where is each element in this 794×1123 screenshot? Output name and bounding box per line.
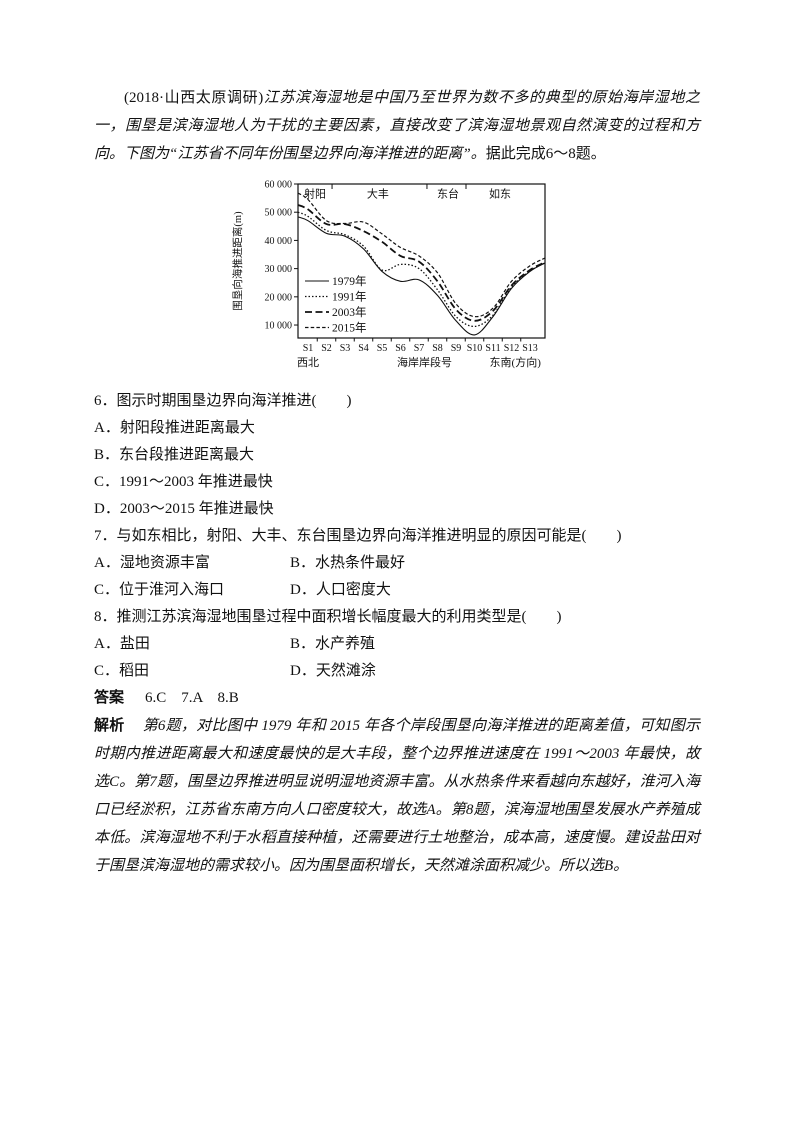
analysis-text: 第6题，对比图中 1979 年和 2015 年各个岸段围垦向海洋推进的距离差值，… <box>94 718 700 874</box>
series-2015年 <box>297 192 546 318</box>
answer-text: 6.C 7.A 8.B <box>145 690 239 706</box>
question-7-options: A．湿地资源丰富 B．水热条件最好 C．位于淮河入海口 D．人口密度大 <box>94 550 700 604</box>
question-6: 6．图示时期围垦边界向海洋推进( ) A．射阳段推进距离最大 B．东台段推进距离… <box>94 388 700 523</box>
intro-stimulus: 江苏滨海湿地是中国乃至世界为数不多的典型的原始海岸湿地之一，围垦是滨海湿地人为干… <box>94 90 700 162</box>
question-7-stem: 7．与如东相比，射阳、大丰、东台围垦边界向海洋推进明显的原因可能是( ) <box>94 528 622 544</box>
x-tick-label: S4 <box>358 343 369 354</box>
x-tick-label: S12 <box>504 343 520 354</box>
x-tick-label: S2 <box>321 343 332 354</box>
y-axis-title: 围垦向海推进距离(m) <box>231 211 244 311</box>
option-8a: A．盐田 <box>94 636 150 652</box>
x-tick-label: S6 <box>395 343 406 354</box>
series-1979年 <box>297 216 546 336</box>
question-8: 8．推测江苏滨海湿地围垦过程中面积增长幅度最大的利用类型是( ) A．盐田 B．… <box>94 604 700 685</box>
legend-label-2003年: 2003年 <box>332 305 367 319</box>
region-label: 如东 <box>489 187 511 201</box>
x-tick-label: S1 <box>303 343 314 354</box>
question-6-options: A．射阳段推进距离最大 B．东台段推进距离最大 C．1991～2003 年推进最… <box>94 415 700 523</box>
intro-task: 据此完成6～8题。 <box>485 146 606 162</box>
analysis-paragraph: 解析 第6题，对比图中 1979 年和 2015 年各个岸段围垦向海洋推进的距离差… <box>94 712 700 880</box>
answer-label: 答案 <box>94 690 125 706</box>
x-tick-label: S8 <box>432 343 443 354</box>
y-tick-label: 20 000 <box>265 292 293 303</box>
question-8-options: A．盐田 B．水产养殖 C．稻田 D．天然滩涂 <box>94 631 700 685</box>
option-7d: D．人口密度大 <box>290 582 391 598</box>
option-7a: A．湿地资源丰富 <box>94 555 210 571</box>
y-tick-label: 60 000 <box>265 180 293 191</box>
x-direction-left: 西北 <box>297 356 319 369</box>
x-tick-label: S13 <box>522 343 538 354</box>
series-1991年 <box>297 211 546 328</box>
plot-border <box>297 183 546 339</box>
option-8c: C．稻田 <box>94 663 150 679</box>
question-7: 7．与如东相比，射阳、大丰、东台围垦边界向海洋推进明显的原因可能是( ) A．湿… <box>94 523 700 604</box>
analysis-label: 解析 <box>94 718 125 734</box>
question-6-stem: 6．图示时期围垦边界向海洋推进( ) <box>94 393 352 409</box>
x-tick-label: S3 <box>340 343 351 354</box>
region-label: 大丰 <box>367 187 389 201</box>
chart-svg: 射阳 大丰 东台 如东 10 000 20 000 30 000 40 000 50 000 60… <box>231 180 546 369</box>
x-tick-label: S11 <box>485 343 500 354</box>
y-tick-label: 50 000 <box>265 208 293 219</box>
option-7c: C．位于淮河入海口 <box>94 582 225 598</box>
option-6d: D．2003～2015 年推进最快 <box>94 501 274 517</box>
legend-label-2015年: 2015年 <box>332 321 367 335</box>
intro-source: (2018·山西太原调研) <box>124 90 264 106</box>
option-7b: B．水热条件最好 <box>290 555 406 571</box>
option-6c: C．1991～2003 年推进最快 <box>94 474 273 490</box>
figure-line-chart: 射阳 大丰 东台 如东 10 000 20 000 30 000 40 000 50 000 60… <box>230 178 564 376</box>
option-8d: D．天然滩涂 <box>290 663 376 679</box>
answer-line: 答案 6.C 7.A 8.B <box>94 685 700 712</box>
option-6a: A．射阳段推进距离最大 <box>94 420 255 436</box>
x-axis-title: 海岸岸段号 <box>397 355 452 369</box>
region-label: 东台 <box>437 187 459 201</box>
x-tick-label: S9 <box>451 343 462 354</box>
intro-paragraph: (2018·山西太原调研)江苏滨海湿地是中国乃至世界为数不多的典型的原始海岸湿地… <box>94 84 700 168</box>
legend-label-1979年: 1979年 <box>332 274 367 288</box>
y-tick-label: 10 000 <box>265 321 293 332</box>
region-label: 射阳 <box>304 187 326 201</box>
option-6b: B．东台段推进距离最大 <box>94 447 255 463</box>
y-tick-label: 40 000 <box>265 236 293 247</box>
x-direction-right: 东南(方向) <box>490 355 542 369</box>
legend-label-1991年: 1991年 <box>332 290 367 304</box>
series-2003年 <box>297 204 546 322</box>
x-tick-label: S5 <box>377 343 388 354</box>
option-8b: B．水产养殖 <box>290 636 376 652</box>
x-tick-label: S10 <box>467 343 483 354</box>
y-tick-label: 30 000 <box>265 264 293 275</box>
exam-page: (2018·山西太原调研)江苏滨海湿地是中国乃至世界为数不多的典型的原始海岸湿地… <box>94 84 700 880</box>
question-8-stem: 8．推测江苏滨海湿地围垦过程中面积增长幅度最大的利用类型是( ) <box>94 609 562 625</box>
x-tick-label: S7 <box>414 343 425 354</box>
